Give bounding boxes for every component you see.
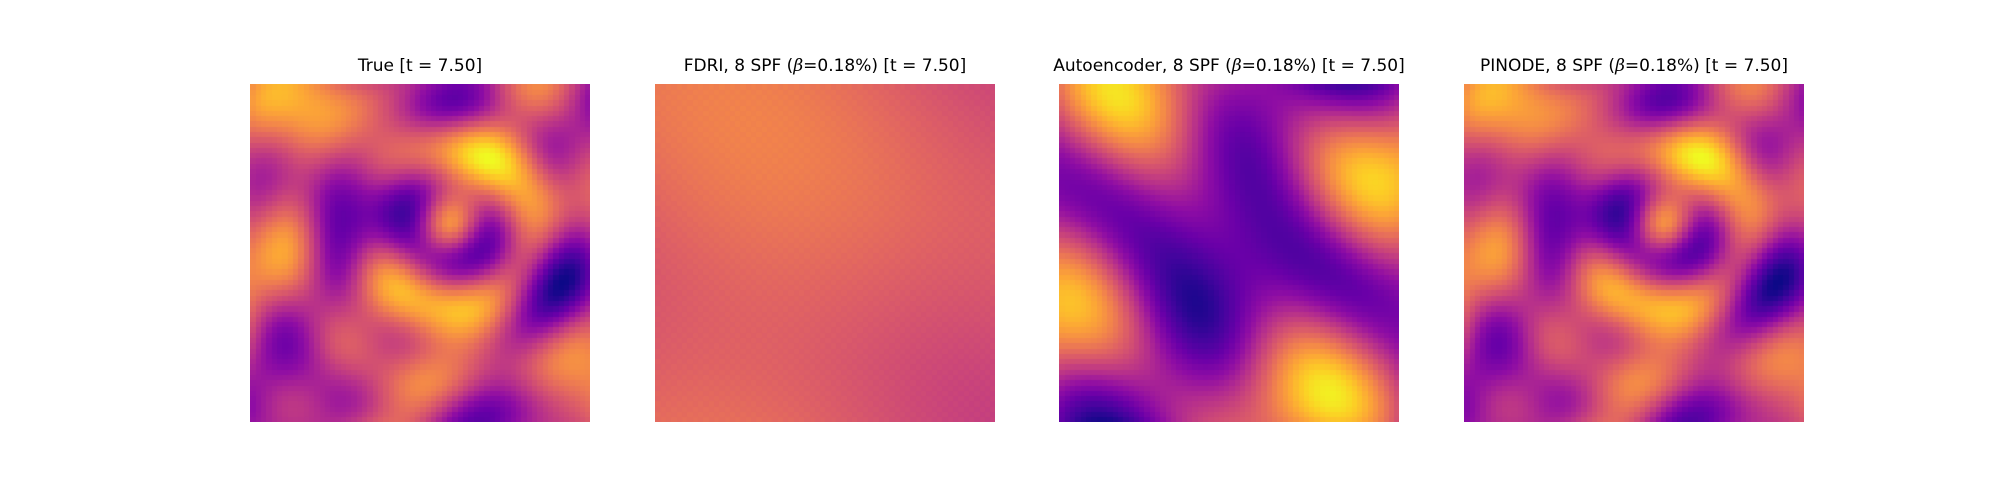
heatmap-autoencoder	[1059, 84, 1399, 422]
title-text-tail: =0.18%) [t = 7.50]	[1624, 56, 1789, 76]
title-text: True [t = 7.50]	[357, 56, 483, 76]
heatmap-pinode	[1464, 84, 1804, 422]
panel-title-pinode: PINODE, 8 SPF (β=0.18%) [t = 7.50]	[1384, 56, 1884, 76]
title-beta: β	[1231, 56, 1242, 76]
panel-fdri: FDRI, 8 SPF (β=0.18%) [t = 7.50]	[655, 0, 995, 500]
heatmap-true	[250, 84, 590, 422]
title-text: PINODE, 8 SPF (	[1479, 56, 1616, 76]
title-beta: β	[793, 56, 804, 76]
panel-title-fdri: FDRI, 8 SPF (β=0.18%) [t = 7.50]	[575, 56, 1075, 76]
title-text-tail: =0.18%) [t = 7.50]	[803, 56, 967, 76]
heatmap-fdri	[655, 84, 995, 422]
title-text: FDRI, 8 SPF (	[683, 56, 794, 76]
title-text: Autoencoder, 8 SPF (	[1053, 56, 1232, 76]
panel-autoencoder: Autoencoder, 8 SPF (β=0.18%) [t = 7.50]	[1053, 0, 1405, 500]
panel-title-true: True [t = 7.50]	[170, 56, 670, 76]
title-beta: β	[1615, 56, 1625, 76]
panel-title-autoencoder: Autoencoder, 8 SPF (β=0.18%) [t = 7.50]	[979, 56, 1479, 76]
panel-true: True [t = 7.50]	[250, 0, 590, 500]
panel-pinode: PINODE, 8 SPF (β=0.18%) [t = 7.50]	[1464, 0, 1804, 500]
title-text-tail: =0.18%) [t = 7.50]	[1241, 56, 1405, 76]
